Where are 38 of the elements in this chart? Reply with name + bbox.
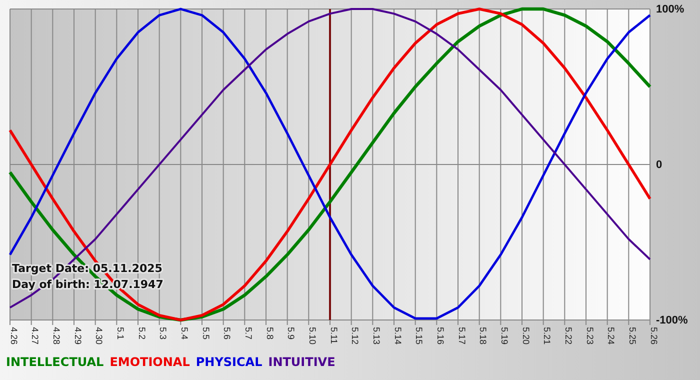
- x-tick-label: 5.11: [328, 327, 339, 344]
- y-tick-label: -100%: [656, 314, 688, 327]
- x-tick-label: 4.28: [52, 327, 62, 345]
- x-tick-label: 5.19: [500, 327, 510, 345]
- x-tick-label: 5.7: [244, 327, 254, 340]
- x-tick-label: 5.17: [456, 327, 467, 345]
- text: EMOTIONAL: [110, 355, 190, 369]
- x-tick-label: 5.24: [606, 327, 616, 345]
- x-tick-label: 4.29: [72, 327, 83, 345]
- x-tick-label: 5.26: [648, 327, 659, 345]
- x-tick-label: 5.5: [200, 327, 211, 340]
- x-tick-label: 5.4: [180, 327, 190, 340]
- y-tick-label: 100%: [656, 4, 684, 16]
- x-tick-label: 5.15: [414, 327, 424, 345]
- x-tick-label: 4.26: [8, 327, 19, 345]
- x-tick-label: 5.20: [520, 327, 531, 345]
- x-tick-label: 4.27: [30, 327, 40, 345]
- text: INTUITIVE: [268, 355, 336, 369]
- x-tick-label: 5.8: [264, 327, 275, 340]
- x-tick-label: 5.10: [308, 327, 318, 345]
- x-tick-label: 5.3: [158, 327, 168, 340]
- x-tick-label: 5.25: [628, 327, 638, 345]
- x-tick-label: 5.6: [222, 327, 232, 340]
- x-tick-label: 5.2: [136, 327, 147, 340]
- x-tick-label: 5.18: [478, 327, 488, 345]
- x-tick-label: 5.12: [350, 327, 360, 345]
- text: PHYSICAL: [196, 355, 263, 369]
- x-tick-label: 4.30: [94, 327, 104, 345]
- x-tick-label: 5.23: [584, 327, 595, 345]
- x-tick-label: 5.21: [542, 327, 552, 345]
- y-tick-label: 0: [656, 159, 662, 172]
- x-tick-label: 5.16: [436, 327, 446, 345]
- x-tick-label: 5.14: [392, 327, 403, 345]
- text: INTELLECTUAL: [6, 355, 104, 369]
- x-tick-label: 5.13: [372, 327, 382, 345]
- x-tick-label: 5.9: [286, 327, 296, 340]
- x-tick-label: 5.1: [116, 327, 126, 340]
- x-tick-label: 5.22: [564, 327, 574, 345]
